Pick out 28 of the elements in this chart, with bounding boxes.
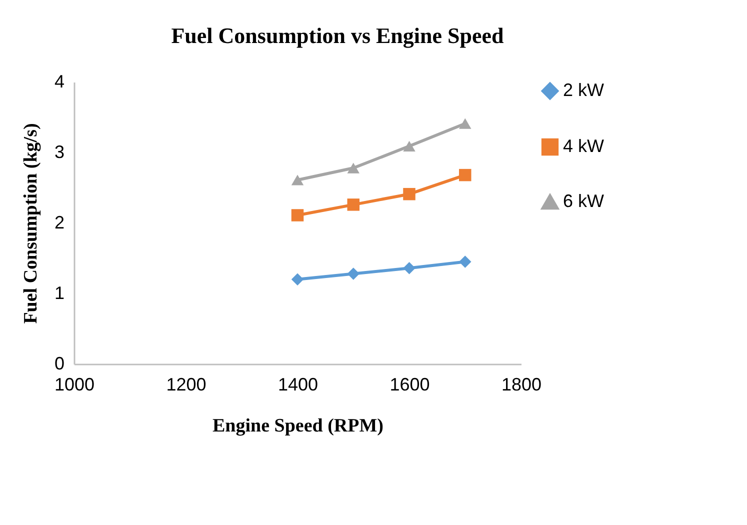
x-axis-title: Engine Speed (RPM) [212,416,384,436]
y-tick-label: 2 [54,212,64,232]
legend-label: 6 kW [563,191,604,211]
point [459,118,472,129]
point [291,174,304,186]
point [347,162,360,174]
y-tick-label: 3 [54,142,64,162]
legend-label: 4 kW [563,136,604,156]
y-tick-label: 0 [54,354,64,374]
legend-label: 2 kW [563,80,604,100]
x-tick-label: 1000 [54,374,95,394]
point [403,140,416,152]
y-axis-title: Fuel Consumption (kg/s) [20,123,42,324]
x-tick-label: 1600 [390,374,430,394]
point [459,256,472,268]
point [403,262,416,274]
point [347,198,360,211]
point [291,273,304,286]
x-tick-label: 1200 [166,374,206,394]
y-tick-label: 4 [54,72,64,92]
y-tick-label: 1 [54,283,64,303]
point [403,188,416,200]
point [347,268,360,280]
x-tick-label: 1400 [278,374,318,394]
x-tick-label: 1800 [501,374,542,394]
point [459,168,472,182]
chart-title: Fuel Consumption vs Engine Speed [171,23,504,48]
point [291,209,304,222]
